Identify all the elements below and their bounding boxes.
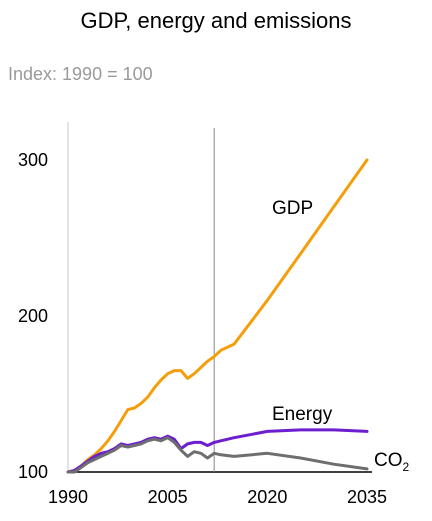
series-label-gdp: GDP — [272, 198, 313, 219]
x-tick-label: 1990 — [48, 487, 88, 507]
y-tick-label: 200 — [18, 306, 48, 326]
series-line-gdp — [66, 158, 369, 474]
x-tick-label: 2020 — [247, 487, 287, 507]
y-tick-label: 100 — [18, 462, 48, 482]
x-tick-label: 2035 — [347, 487, 387, 507]
co2-label-subscript: 2 — [403, 460, 410, 474]
series-label-energy: Energy — [272, 404, 333, 425]
x-tick-label: 2005 — [148, 487, 188, 507]
chart-subtitle: Index: 1990 = 100 — [8, 64, 153, 84]
series-label-co2: CO2 — [374, 450, 410, 474]
y-tick-label: 300 — [18, 150, 48, 170]
series-line-co — [66, 436, 369, 474]
chart-title: GDP, energy and emissions — [80, 8, 352, 33]
co2-label-main: CO — [374, 450, 403, 471]
